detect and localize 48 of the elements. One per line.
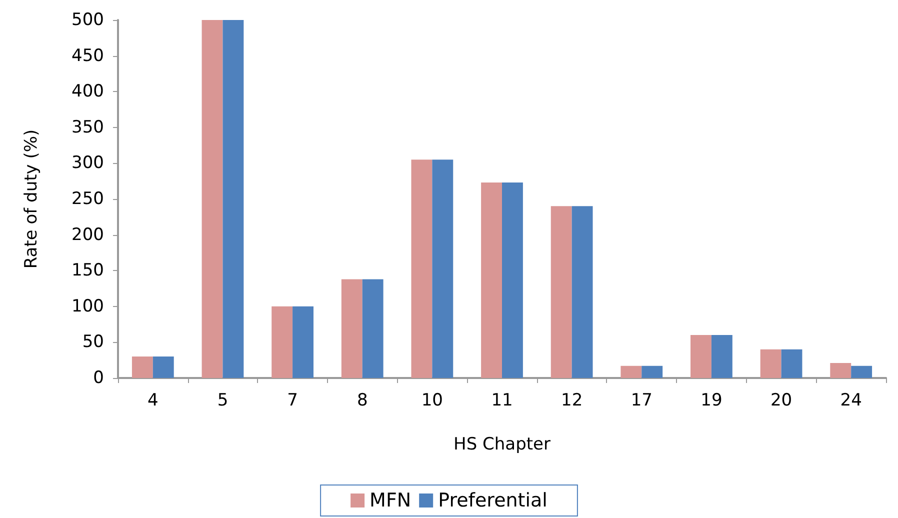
x-tick-label: 5 [217, 390, 228, 410]
bar [272, 306, 293, 378]
bar [481, 182, 502, 378]
bar [550, 206, 572, 378]
bar [502, 182, 523, 378]
bar [781, 349, 802, 378]
x-tick-label: 4 [147, 390, 158, 410]
x-tick-label: 8 [356, 390, 368, 410]
x-tick-label: 7 [287, 390, 298, 410]
bar [572, 206, 593, 378]
y-tick-label: 450 [72, 46, 104, 66]
bar [132, 356, 153, 378]
x-tick-label: 11 [491, 390, 513, 410]
y-tick-label: 350 [72, 117, 104, 138]
legend-label: Preferential [438, 490, 548, 512]
bar [152, 356, 174, 378]
x-tick-label: 20 [770, 390, 792, 410]
legend-label: MFN [370, 490, 412, 512]
y-tick-label: 250 [72, 189, 104, 209]
x-tick-label: 10 [421, 390, 443, 410]
x-tick-label: 17 [630, 390, 652, 410]
x-axis-title: HS Chapter [454, 434, 550, 454]
bar [620, 366, 642, 378]
bar [202, 20, 223, 378]
bar [341, 279, 362, 378]
bar [642, 366, 663, 378]
y-tick-label: 400 [72, 82, 104, 102]
y-tick-label: 300 [72, 153, 104, 174]
bar [711, 335, 732, 378]
y-tick-label: 500 [72, 10, 104, 30]
x-tick-label: 12 [561, 390, 583, 410]
bar [362, 279, 384, 378]
y-axis-title: Rate of duty (%) [22, 129, 42, 269]
y-tick-label: 150 [72, 260, 104, 281]
bar [760, 349, 782, 378]
x-tick-label: 24 [840, 390, 862, 410]
bar [851, 366, 872, 378]
y-tick-label: 100 [72, 296, 104, 316]
bar [411, 160, 432, 378]
y-tick-label: 0 [93, 368, 104, 388]
bar [222, 20, 244, 378]
y-tick-label: 50 [82, 332, 104, 352]
bar [830, 362, 852, 378]
y-tick-label: 200 [72, 224, 104, 245]
bar [690, 335, 712, 378]
bar [292, 306, 314, 378]
bar [432, 160, 454, 378]
x-tick-label: 19 [700, 390, 722, 410]
